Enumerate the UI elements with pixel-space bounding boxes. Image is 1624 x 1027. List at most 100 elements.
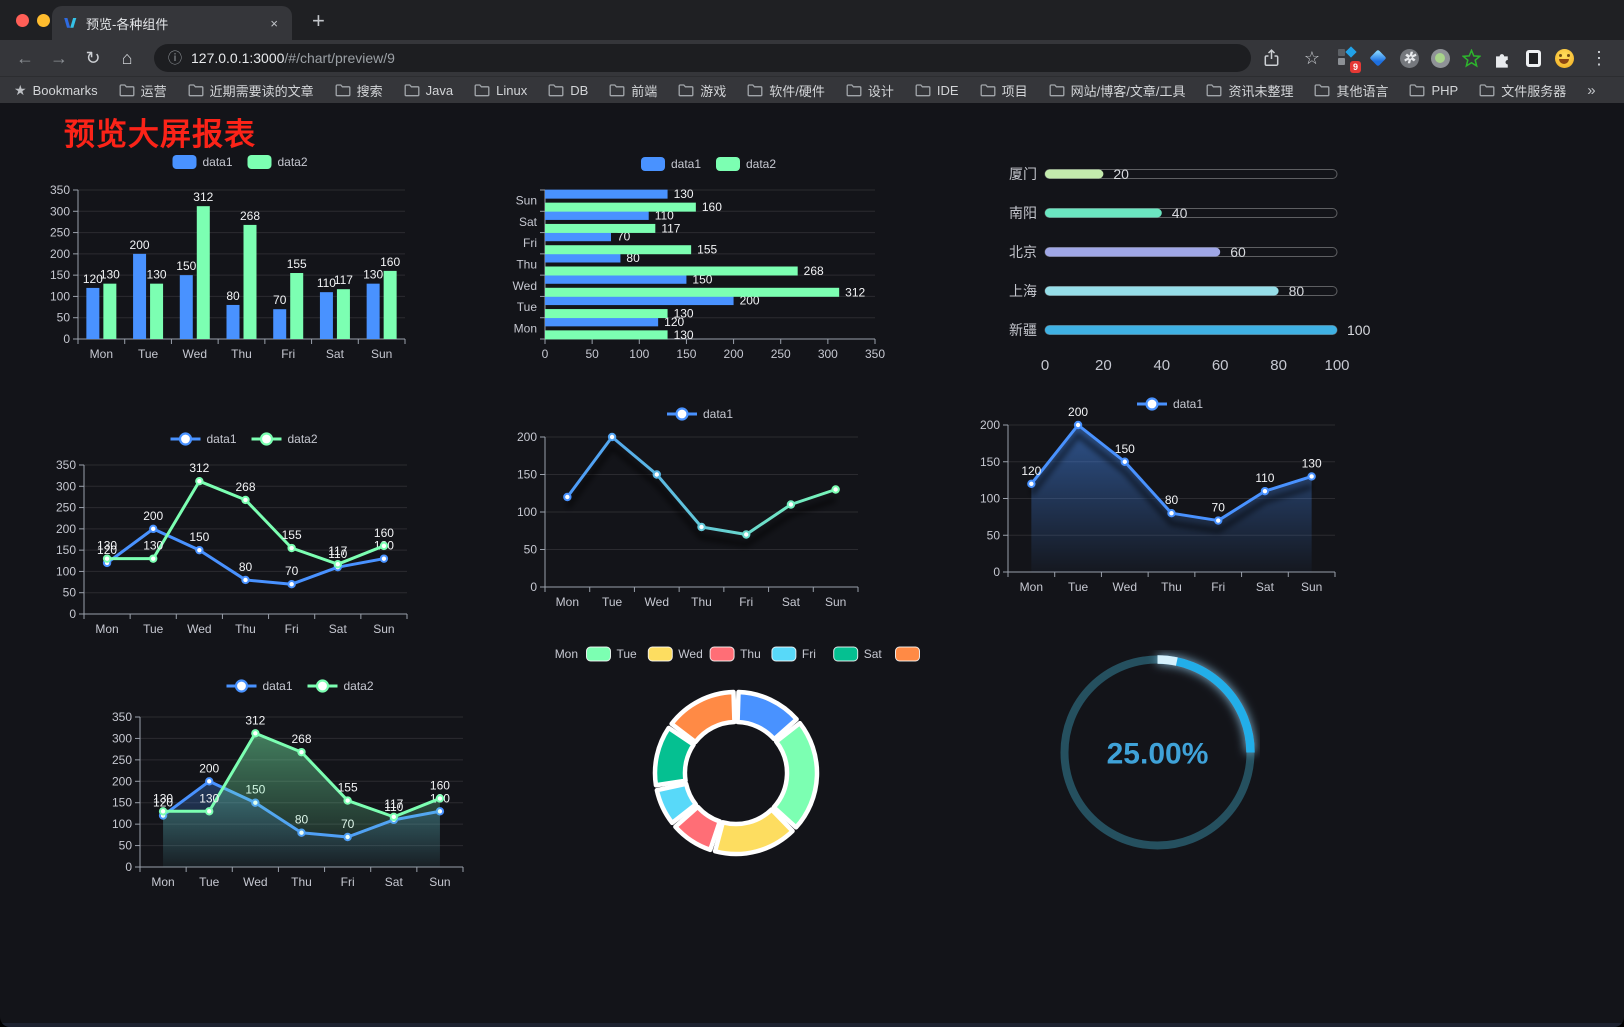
svg-text:150: 150 [112,796,132,810]
legend-item-Wed[interactable]: Wed [647,646,703,662]
svg-text:Fri: Fri [285,622,299,636]
legend-item-Thu[interactable]: Thu [709,646,761,662]
svg-text:Tue: Tue [199,875,220,889]
bookmark-star-icon[interactable]: ☆ [1303,48,1321,68]
legend-item-data1[interactable]: data1 [667,407,733,421]
legend-item-data1[interactable]: data1 [1137,397,1203,411]
legend-item-Tue[interactable]: Tue [586,646,638,662]
svg-text:Thu: Thu [1161,580,1182,594]
legend-item-data1[interactable]: data1 [641,157,701,171]
bookmark-item[interactable]: 网站/博客/文章/工具 [1049,81,1185,100]
extension-command-icon[interactable]: ✲ [1397,46,1421,70]
reload-icon[interactable]: ↻ [85,48,101,68]
bookmark-item[interactable]: 项目 [980,81,1028,100]
donut-slice-Tue[interactable] [771,720,820,830]
bookmarks-overflow-chevron[interactable]: » [1587,81,1596,99]
extension-grid-icon[interactable]: 9 [1335,46,1361,73]
chart-city-progress[interactable]: 厦门 20 南阳 40 北京 60 上海 80 新疆 100 0 20 40 60 80 100 [992,150,1377,390]
bookmark-item[interactable]: Linux [474,83,527,98]
svg-text:200: 200 [130,238,150,252]
extensions-puzzle-icon[interactable] [1490,46,1514,70]
donut-slice-Sun[interactable] [669,689,737,745]
legend-item-Sun[interactable]: Sun [895,646,921,662]
bookmark-item[interactable]: 近期需要读的文章 [188,81,314,100]
share-icon[interactable] [1263,49,1293,67]
chart-dual-line[interactable]: 0 50 100 150 200 250 300 350 Mon Tue Wed Thu Fri Sat S… [40,423,425,648]
bookmark-item[interactable]: 软件/硬件 [747,81,825,100]
legend-item-data2[interactable]: data2 [247,155,308,169]
legend-item-data1[interactable]: data1 [226,679,293,693]
svg-text:厦门: 厦门 [1009,166,1037,182]
legend-item-data1[interactable]: data1 [170,432,237,446]
svg-text:80: 80 [226,289,240,303]
chart-grouped-bar[interactable]: 0 50 100 150 200 250 300 350 Mon Tue Wed Thu Fri Sat S… [48,146,433,381]
bookmark-item[interactable]: 文件服务器 [1479,81,1566,100]
svg-text:Mon: Mon [555,647,578,661]
bookmark-item[interactable]: DB [548,83,588,98]
bookmark-item[interactable]: 游戏 [678,81,726,100]
emoji-extension-icon[interactable] [1552,46,1576,70]
legend-item-data2[interactable]: data2 [307,679,374,693]
chart-single-area[interactable]: 0 50 100 150 200 Mon Tue Wed Thu Fri Sat Sun 120 200 1… [975,388,1345,606]
svg-text:120: 120 [97,543,117,557]
svg-text:Wed: Wed [513,279,537,293]
bookmark-item[interactable]: 资讯未整理 [1206,81,1293,100]
bookmark-item[interactable]: Java [404,83,453,98]
legend-item-Fri[interactable]: Fri [771,646,816,662]
svg-text:Mon: Mon [151,875,174,889]
menu-icon[interactable]: ⋮ [1590,48,1608,68]
browser-tab[interactable]: 预览-各种组件 × [52,6,292,40]
bookmarks-manager-item[interactable]: ★ Bookmarks [14,82,98,99]
svg-text:50: 50 [119,839,133,853]
bookmark-item[interactable]: IDE [915,83,959,98]
bookmark-item[interactable]: 其他语言 [1314,81,1388,100]
svg-text:50: 50 [585,347,599,361]
bookmark-item[interactable]: 运营 [119,81,167,100]
svg-text:40: 40 [1153,357,1170,374]
chart-week-donut[interactable]: Mon Tue Wed Thu Fri Sat Sun [550,638,920,888]
donut-slice-Mon[interactable] [735,689,799,742]
svg-text:350: 350 [865,347,885,361]
donut-slice-Fri[interactable] [654,781,699,826]
donut-slice-Sat[interactable] [652,725,696,788]
chart-horizontal-bar[interactable]: 0 50 100 150 200 250 300 350 Mon 120 130 Tue 200 130 W… [505,148,895,383]
bookmark-item[interactable]: 搜索 [335,81,383,100]
svg-text:300: 300 [818,347,838,361]
bookmark-item[interactable]: PHP [1409,83,1458,98]
donut-slice-Wed[interactable] [712,807,795,857]
extension-star-icon[interactable] [1459,46,1483,70]
chart-gradient-line[interactable]: 0 50 100 150 200 Mon Tue Wed Thu Fri Sat Sun data1 [505,398,880,620]
svg-text:268: 268 [240,209,260,223]
close-window-button[interactable] [16,14,29,27]
svg-text:data1: data1 [203,155,233,169]
new-tab-button[interactable]: + [312,8,325,33]
bookmark-item[interactable]: 设计 [846,81,894,100]
home-icon[interactable]: ⌂ [121,48,133,68]
tab-close-icon[interactable]: × [270,15,278,31]
site-info-icon[interactable]: ⓘ [168,50,182,66]
url-path: /#/chart/preview/9 [284,50,395,66]
svg-text:120: 120 [664,315,684,329]
svg-text:0: 0 [993,565,1000,579]
extension-avatar-icon[interactable] [1428,46,1452,70]
chart-percent-gauge[interactable]: 25.00% [1055,650,1260,855]
forward-icon[interactable]: → [50,48,68,68]
sidebar-icon[interactable] [1521,46,1545,70]
legend-item-Mon[interactable]: Mon [550,647,578,661]
donut-slice-Thu[interactable] [673,804,723,853]
bookmark-item[interactable]: 前端 [609,81,657,100]
legend-item-data2[interactable]: data2 [251,432,318,446]
svg-text:130: 130 [100,268,120,282]
minimize-window-button[interactable] [37,14,50,27]
folder-icon [404,84,420,97]
extension-gem-icon[interactable] [1366,46,1390,70]
legend-item-Sat[interactable]: Sat [833,646,883,662]
url-bar[interactable]: ⓘ 127.0.0.1:3000/#/chart/preview/9 [154,44,1251,72]
back-icon[interactable]: ← [16,48,34,68]
legend-item-data1[interactable]: data1 [172,155,233,169]
tab-strip: 预览-各种组件 × + [0,0,1624,40]
chart-dual-area[interactable]: 0 50 100 150 200 250 300 350 Mon Tue Wed Thu Fri Sat S… [100,670,485,895]
svg-text:Fri: Fri [1211,580,1225,594]
legend-item-data2[interactable]: data2 [716,157,776,171]
svg-text:Sat: Sat [519,215,538,229]
